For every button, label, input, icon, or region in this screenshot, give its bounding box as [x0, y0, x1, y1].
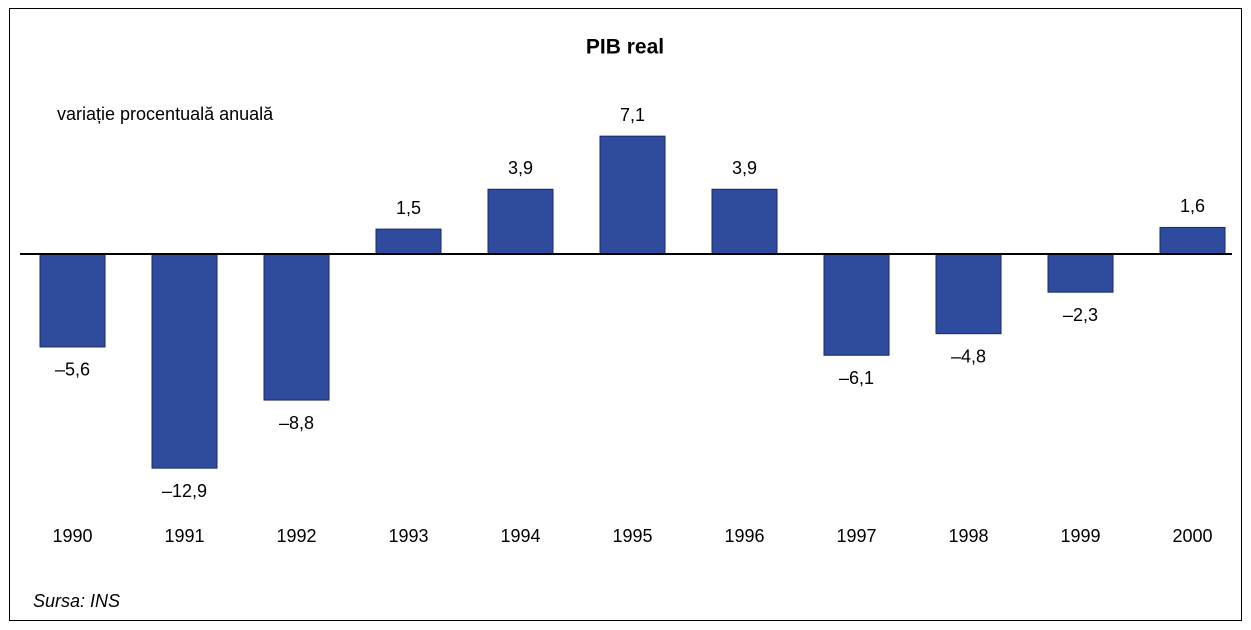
bar	[375, 228, 442, 255]
bar	[151, 253, 218, 469]
x-tick-label: 1991	[164, 526, 204, 546]
bar	[599, 135, 666, 255]
value-label: –12,9	[162, 481, 207, 501]
value-label: –8,8	[279, 413, 314, 433]
bar	[823, 253, 890, 356]
x-tick-label: 1998	[948, 526, 988, 546]
value-label: 3,9	[732, 158, 757, 178]
x-tick-label: 1996	[724, 526, 764, 546]
value-label: –6,1	[839, 368, 874, 388]
value-label: 1,6	[1180, 196, 1205, 216]
value-label: –2,3	[1063, 305, 1098, 325]
source-note: Sursa: INS	[33, 591, 120, 611]
x-tick-label: 1992	[276, 526, 316, 546]
x-tick-label: 1999	[1060, 526, 1100, 546]
x-tick-label: 1990	[52, 526, 92, 546]
value-label: –5,6	[55, 360, 90, 380]
bar	[1159, 226, 1226, 255]
x-tick-label: 1994	[500, 526, 540, 546]
bar	[263, 253, 330, 401]
value-label: 3,9	[508, 158, 533, 178]
chart-subtitle: variație procentuală anuală	[57, 104, 274, 124]
bar	[39, 253, 106, 348]
value-label: 1,5	[396, 198, 421, 218]
bar	[1047, 253, 1114, 293]
value-label: –4,8	[951, 346, 986, 366]
bar	[935, 253, 1002, 335]
value-label: 7,1	[620, 105, 645, 125]
x-tick-label: 1997	[836, 526, 876, 546]
x-tick-label: 1993	[388, 526, 428, 546]
bar	[487, 188, 554, 255]
x-tick-label: 1995	[612, 526, 652, 546]
bar	[711, 188, 778, 255]
x-tick-label: 2000	[1172, 526, 1212, 546]
chart-title: PIB real	[586, 36, 664, 59]
